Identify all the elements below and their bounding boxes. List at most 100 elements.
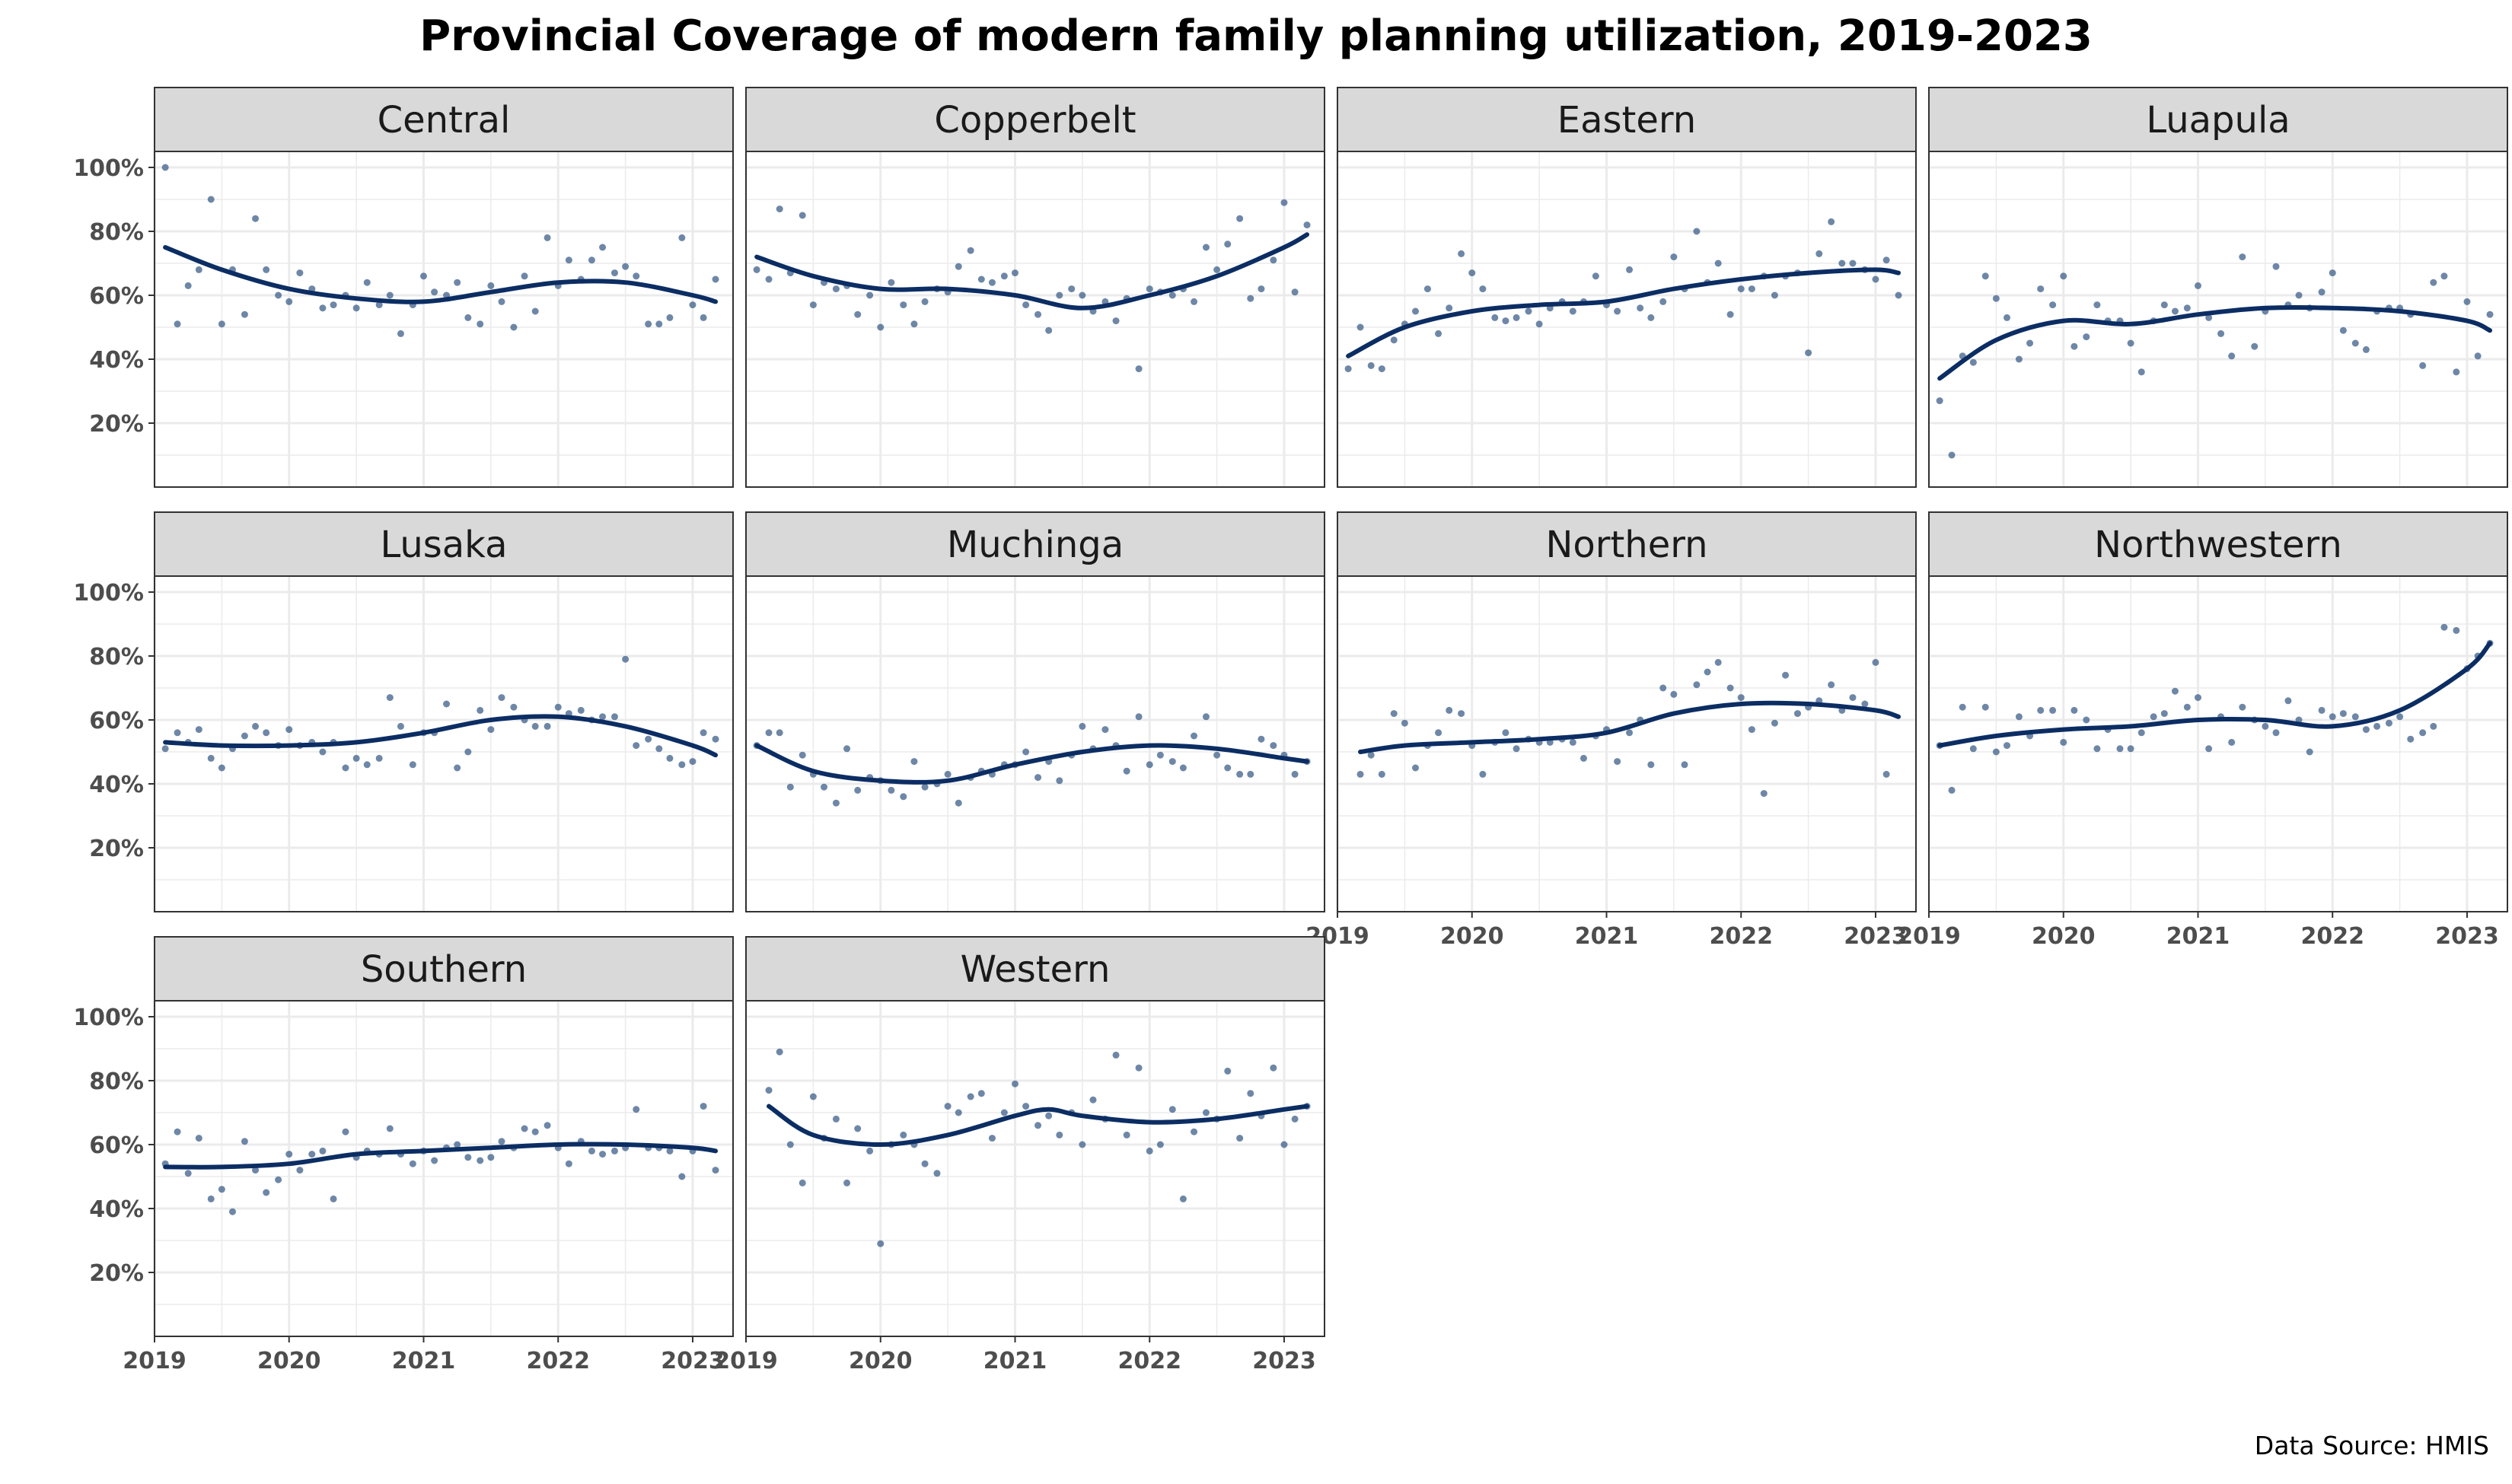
data-point [2137,729,2145,737]
data-point [2137,368,2145,376]
data-point [1000,272,1008,280]
data-point [2419,361,2427,369]
data-point [1872,275,1879,283]
data-point [1356,323,1364,331]
data-point [910,758,918,766]
data-point [633,1106,640,1113]
data-point [275,291,282,299]
data-point [409,761,416,769]
panel-background [1929,576,2507,912]
data-point [1502,729,1509,737]
data-point [622,655,630,663]
data-point [2205,314,2213,321]
data-point [2228,352,2236,360]
data-point [375,754,383,762]
data-point [1344,365,1352,373]
data-point [1224,764,1232,772]
data-point [1948,786,1956,794]
data-point [1291,288,1299,296]
data-point [1468,269,1476,277]
data-point [1123,1131,1130,1138]
data-point [319,304,327,312]
data-point [2049,301,2057,309]
data-point [510,703,518,711]
data-point [174,729,181,737]
data-point [1992,748,2000,756]
data-point [2049,706,2057,714]
data-point [218,320,225,328]
data-point [1959,703,1966,711]
facet-strip [154,511,734,577]
data-point [1224,240,1232,248]
data-point [1815,250,1823,257]
data-point [184,282,192,289]
data-point [1647,761,1655,769]
panel-eastern: Eastern [1336,87,1917,488]
data-point [2070,342,2078,350]
data-point [207,1195,215,1202]
data-point [1236,1135,1244,1142]
data-point [921,1160,929,1167]
data-point [1681,761,1688,769]
data-point [1135,713,1143,721]
facet-strip-label: Western [961,948,1111,991]
data-point [1367,751,1375,759]
data-point [1693,228,1701,235]
data-point [1303,221,1311,229]
data-point [1135,1064,1143,1072]
data-point [2171,687,2179,695]
y-tick-label: 20% [89,1260,144,1287]
data-point [1056,1131,1063,1138]
data-point [2239,253,2246,261]
data-point [1101,726,1109,734]
data-point [2251,342,2259,350]
data-point [832,799,840,807]
facet-strip [154,936,734,1002]
y-tick-label: 60% [89,708,144,734]
data-point [1412,307,1420,315]
y-tick-label: 80% [89,1068,144,1095]
data-point [1849,260,1857,267]
data-point [510,323,518,331]
data-point [877,1240,885,1247]
data-point [1647,314,1655,321]
y-tick-label: 80% [89,219,144,246]
facet-strip [745,511,1325,577]
data-point [296,269,304,277]
data-point [1981,272,1989,280]
data-point [2318,706,2326,714]
data-point [2362,346,2370,353]
data-point [275,1176,282,1183]
data-point [712,735,719,743]
data-point [1458,710,1465,718]
facet-strip-label: Luapula [2146,99,2290,142]
data-point [765,275,773,283]
data-point [765,1087,773,1094]
data-point [218,764,225,772]
y-tick-label: 40% [89,347,144,374]
data-point [843,1179,851,1186]
facet-strip-label: Central [378,99,511,142]
x-tick-label: 2019 [1897,923,1961,950]
data-point [544,722,551,730]
data-point [1760,790,1768,798]
data-point [1034,1122,1042,1129]
data-point [1726,684,1734,692]
data-point [577,706,585,714]
data-point [2070,706,2078,714]
data-point [521,272,528,280]
data-point [464,314,472,321]
data-point [419,272,427,280]
data-point [252,722,260,730]
data-point [1771,291,1778,299]
data-point [161,164,169,171]
data-point [955,1109,962,1116]
y-tick-label: 40% [89,772,144,798]
data-point [655,745,663,753]
data-point [799,212,806,219]
data-point [454,1141,461,1148]
data-point [1737,285,1745,293]
panel-background [746,1001,1325,1336]
data-point [454,279,461,286]
